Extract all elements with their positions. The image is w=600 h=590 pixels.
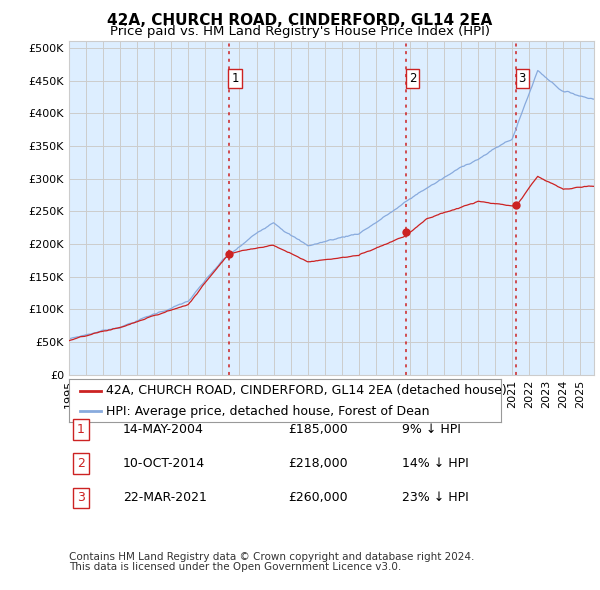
Text: 14-MAY-2004: 14-MAY-2004 xyxy=(123,423,204,436)
Text: Contains HM Land Registry data © Crown copyright and database right 2024.: Contains HM Land Registry data © Crown c… xyxy=(69,552,475,562)
Text: 23% ↓ HPI: 23% ↓ HPI xyxy=(402,491,469,504)
Text: This data is licensed under the Open Government Licence v3.0.: This data is licensed under the Open Gov… xyxy=(69,562,401,572)
Text: £218,000: £218,000 xyxy=(288,457,347,470)
Text: 9% ↓ HPI: 9% ↓ HPI xyxy=(402,423,461,436)
Text: 2: 2 xyxy=(77,457,85,470)
Text: Price paid vs. HM Land Registry's House Price Index (HPI): Price paid vs. HM Land Registry's House … xyxy=(110,25,490,38)
Text: HPI: Average price, detached house, Forest of Dean: HPI: Average price, detached house, Fore… xyxy=(106,405,429,418)
Text: 42A, CHURCH ROAD, CINDERFORD, GL14 2EA (detached house): 42A, CHURCH ROAD, CINDERFORD, GL14 2EA (… xyxy=(106,384,506,397)
Text: 3: 3 xyxy=(518,72,526,85)
Text: 22-MAR-2021: 22-MAR-2021 xyxy=(123,491,207,504)
Text: 1: 1 xyxy=(231,72,239,85)
Text: 2: 2 xyxy=(409,72,416,85)
Text: £260,000: £260,000 xyxy=(288,491,347,504)
Text: £185,000: £185,000 xyxy=(288,423,348,436)
Text: 3: 3 xyxy=(77,491,85,504)
Text: 14% ↓ HPI: 14% ↓ HPI xyxy=(402,457,469,470)
Text: 1: 1 xyxy=(77,423,85,436)
Text: 10-OCT-2014: 10-OCT-2014 xyxy=(123,457,205,470)
Text: 42A, CHURCH ROAD, CINDERFORD, GL14 2EA: 42A, CHURCH ROAD, CINDERFORD, GL14 2EA xyxy=(107,13,493,28)
